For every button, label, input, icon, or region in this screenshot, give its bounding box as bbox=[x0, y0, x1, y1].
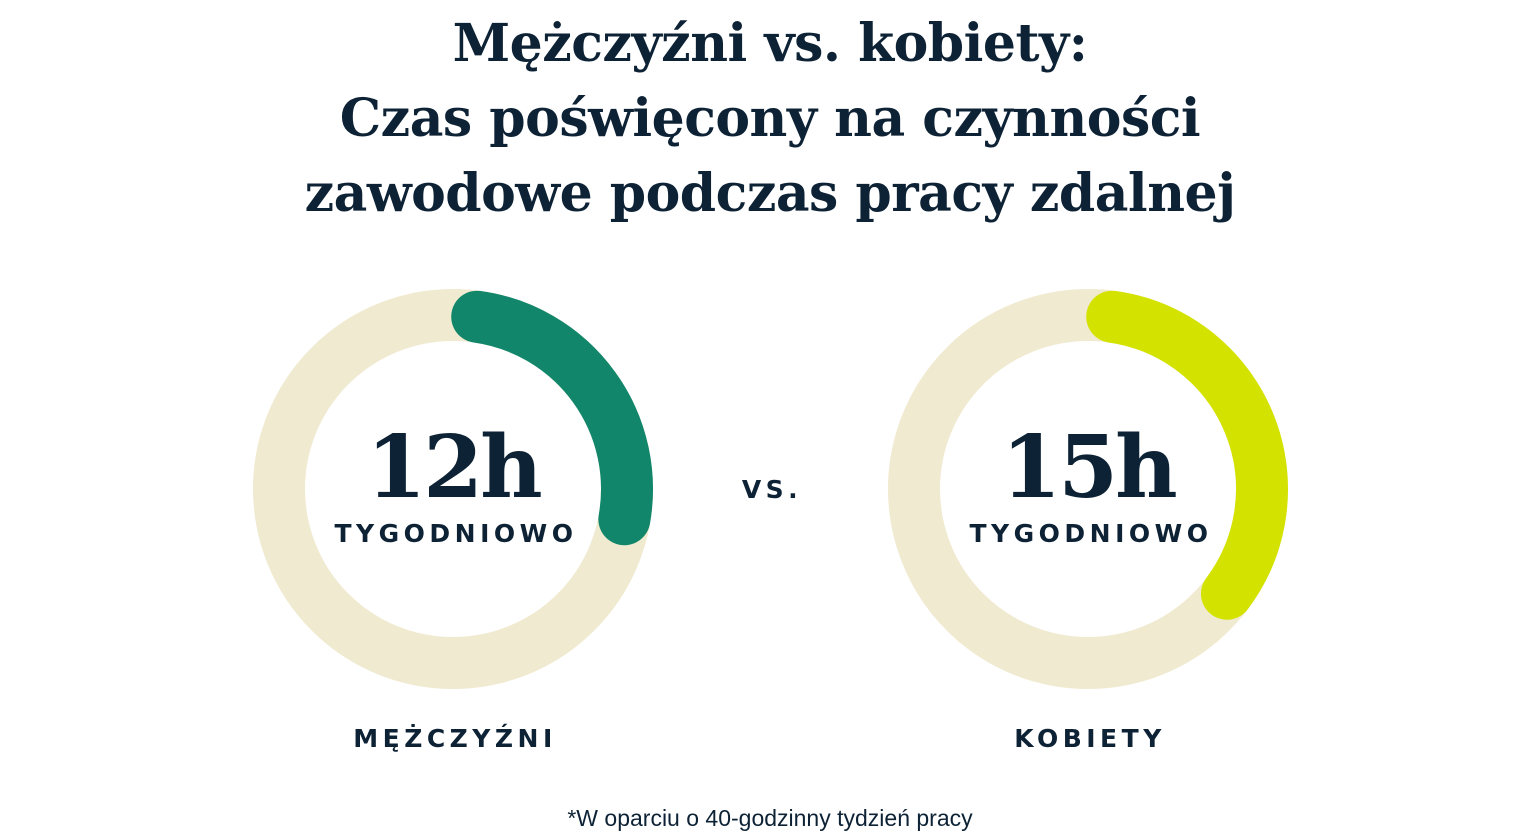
donut-arc-men bbox=[451, 290, 653, 546]
chart-title: Mężczyźni vs. kobiety: Czas poświęcony n… bbox=[0, 6, 1540, 231]
title-line-3: zawodowe podczas pracy zdalnej bbox=[304, 163, 1236, 224]
donut-women: 15h TYGODNIOWO KOBIETY bbox=[888, 289, 1288, 753]
footnote: *W oparciu o 40-godzinny tydzień pracy bbox=[567, 805, 973, 831]
donut-arc-women bbox=[1086, 290, 1288, 620]
title-line-2: Czas poświęcony na czynności bbox=[339, 88, 1201, 149]
donut-men: 12h TYGODNIOWO MĘŻCZYŹNI bbox=[253, 289, 653, 753]
title-line-1: Mężczyźni vs. kobiety: bbox=[452, 13, 1088, 74]
unit-label-men: TYGODNIOWO bbox=[335, 519, 578, 548]
value-label-men: 12h bbox=[366, 417, 541, 518]
unit-label-women: TYGODNIOWO bbox=[970, 519, 1213, 548]
series-label-men: MĘŻCZYŹNI bbox=[353, 724, 557, 753]
vs-label: VS. bbox=[742, 475, 802, 504]
series-label-women: KOBIETY bbox=[1014, 724, 1166, 753]
value-label-women: 15h bbox=[1001, 417, 1176, 518]
